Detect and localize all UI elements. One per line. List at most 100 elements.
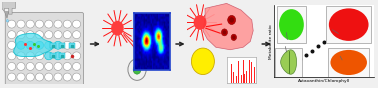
Circle shape (45, 73, 53, 81)
Circle shape (229, 17, 234, 23)
Circle shape (26, 73, 34, 81)
Bar (50, 53, 56, 58)
Circle shape (36, 20, 43, 28)
Circle shape (54, 73, 62, 81)
Circle shape (194, 15, 206, 30)
Bar (249, 60, 250, 83)
Circle shape (45, 41, 53, 49)
Point (321, 41, 327, 43)
Circle shape (73, 73, 81, 81)
Circle shape (26, 20, 34, 28)
Circle shape (73, 31, 81, 39)
Circle shape (8, 31, 16, 39)
Point (291, 62, 297, 63)
Point (327, 37, 333, 38)
Circle shape (8, 73, 16, 81)
Circle shape (17, 20, 25, 28)
Circle shape (54, 41, 62, 49)
Circle shape (17, 73, 25, 81)
Bar (241, 75, 242, 83)
Circle shape (54, 20, 62, 28)
Bar (59, 53, 65, 58)
Circle shape (111, 21, 124, 36)
Ellipse shape (6, 20, 8, 22)
Circle shape (26, 52, 34, 60)
Circle shape (54, 31, 62, 39)
Circle shape (191, 48, 214, 75)
Bar (231, 64, 232, 83)
Polygon shape (281, 50, 296, 74)
Point (351, 20, 357, 22)
Circle shape (329, 8, 369, 41)
Bar (230, 73, 231, 83)
Point (315, 46, 321, 47)
Circle shape (45, 31, 53, 39)
Circle shape (17, 31, 25, 39)
Bar (50, 43, 56, 48)
Circle shape (73, 52, 81, 60)
Polygon shape (203, 3, 253, 50)
Circle shape (17, 41, 25, 49)
X-axis label: Astaxanthin/Chlorophyll: Astaxanthin/Chlorophyll (298, 79, 350, 83)
Circle shape (279, 9, 304, 40)
Bar (59, 43, 65, 48)
Point (357, 16, 363, 18)
Circle shape (63, 20, 71, 28)
Point (333, 33, 339, 34)
Circle shape (36, 31, 43, 39)
Circle shape (73, 20, 81, 28)
Bar (246, 71, 247, 83)
Circle shape (45, 62, 53, 70)
Circle shape (63, 41, 71, 49)
Circle shape (36, 52, 43, 60)
Point (339, 28, 345, 30)
Circle shape (330, 50, 367, 75)
Circle shape (128, 59, 146, 80)
Point (277, 71, 283, 72)
Circle shape (63, 73, 71, 81)
Polygon shape (14, 33, 53, 56)
FancyBboxPatch shape (5, 12, 84, 85)
Circle shape (17, 52, 25, 60)
Bar (238, 61, 239, 83)
Point (281, 69, 287, 70)
Circle shape (26, 62, 34, 70)
Circle shape (228, 15, 235, 24)
Circle shape (63, 62, 71, 70)
Y-axis label: Metabolite ratio: Metabolite ratio (269, 24, 273, 59)
Circle shape (54, 62, 62, 70)
Bar (236, 76, 237, 83)
Circle shape (8, 41, 16, 49)
Polygon shape (5, 12, 9, 18)
Circle shape (45, 20, 53, 28)
Circle shape (73, 41, 81, 49)
Circle shape (8, 62, 16, 70)
Circle shape (63, 31, 71, 39)
Circle shape (63, 52, 71, 60)
Bar (233, 72, 234, 83)
Point (286, 65, 292, 67)
Point (303, 54, 309, 56)
Circle shape (36, 62, 43, 70)
Circle shape (36, 41, 43, 49)
Point (309, 50, 315, 51)
Polygon shape (2, 2, 15, 14)
Point (297, 59, 303, 60)
Circle shape (45, 52, 53, 60)
Point (345, 25, 351, 26)
Bar (69, 43, 74, 48)
Circle shape (8, 20, 16, 28)
Bar (251, 62, 252, 83)
Bar (254, 67, 255, 83)
Circle shape (231, 34, 237, 40)
Circle shape (73, 62, 81, 70)
Circle shape (223, 30, 226, 34)
Circle shape (222, 29, 228, 36)
Circle shape (133, 65, 141, 74)
Circle shape (36, 73, 43, 81)
Circle shape (8, 52, 16, 60)
Circle shape (232, 35, 235, 39)
Circle shape (54, 52, 62, 60)
Circle shape (17, 62, 25, 70)
Circle shape (26, 41, 34, 49)
